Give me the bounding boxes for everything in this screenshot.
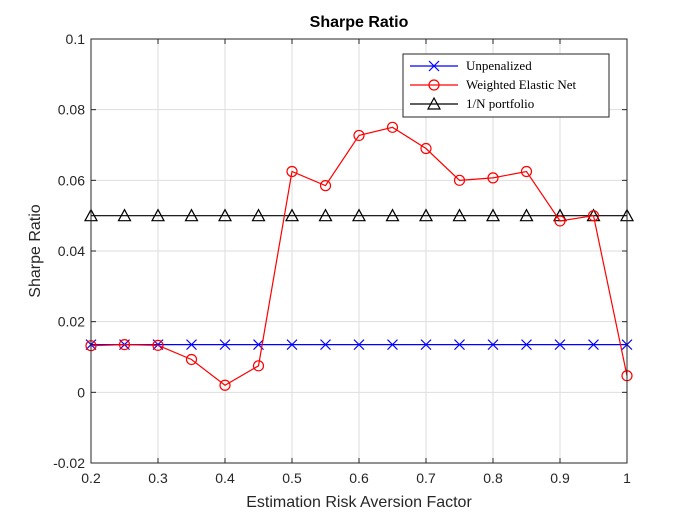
data-point-weighted-elastic-net (420, 142, 432, 155)
y-tick-label: 0.06 (58, 172, 85, 188)
data-point-unpenalized (320, 339, 331, 351)
legend-label: 1/N portfolio (466, 96, 534, 111)
data-point-weighted-elastic-net (520, 165, 533, 178)
data-point-unpenalized (454, 339, 465, 351)
data-point-weighted-elastic-net (353, 129, 365, 142)
series-1-n-portfolio (83, 208, 635, 222)
data-point-1-n-portfolio (452, 208, 467, 222)
data-point-1-n-portfolio (184, 208, 199, 222)
data-point-unpenalized (219, 339, 231, 351)
data-point-weighted-elastic-net (252, 360, 265, 372)
chart-title: Sharpe Ratio (310, 14, 409, 31)
data-point-weighted-elastic-net (487, 172, 499, 184)
data-point-1-n-portfolio (217, 208, 233, 222)
data-point-1-n-portfolio (351, 208, 367, 222)
legend-entry-weighted-elastic-net: Weighted Elastic Net (410, 77, 577, 92)
data-point-weighted-elastic-net (286, 165, 298, 178)
data-point-1-n-portfolio (150, 208, 166, 222)
data-point-unpenalized (420, 339, 432, 351)
data-point-weighted-elastic-net (319, 180, 332, 192)
data-point-unpenalized (554, 339, 566, 351)
legend-label: Weighted Elastic Net (466, 77, 577, 92)
data-point-weighted-elastic-net (152, 339, 164, 351)
legend-marker (428, 79, 440, 91)
legend-label: Unpenalized (466, 58, 532, 73)
data-point-1-n-portfolio (117, 208, 132, 222)
data-point-weighted-elastic-net (554, 215, 566, 227)
data-point-weighted-elastic-net (185, 353, 198, 366)
legend-entry-1-n-portfolio: 1/N portfolio (410, 96, 534, 111)
x-tick-label: 0.9 (550, 470, 570, 486)
data-point-weighted-elastic-net (453, 174, 466, 186)
data-point-1-n-portfolio (284, 208, 300, 222)
legend: Unpenalized Weighted Elastic Net 1/N portf… (402, 53, 610, 118)
y-tick-label: 0.1 (66, 31, 86, 47)
x-tick-label: 1 (623, 470, 631, 486)
x-tick-label: 0.3 (148, 470, 168, 486)
data-point-1-n-portfolio (519, 208, 534, 222)
x-tick-label: 0.2 (81, 470, 101, 486)
y-tick-label: 0.04 (58, 243, 85, 259)
data-point-unpenalized (487, 339, 499, 351)
data-point-1-n-portfolio (318, 208, 333, 222)
y-axis-label: Sharpe Ratio (27, 204, 44, 297)
x-tick-label: 0.5 (282, 470, 302, 486)
series-line-weighted-elastic-net (90, 126, 628, 386)
data-point-unpenalized (521, 339, 532, 351)
x-tick-label: 0.7 (416, 470, 436, 486)
legend-marker (426, 96, 442, 110)
data-point-unpenalized (588, 339, 599, 351)
x-tick-label: 0.6 (349, 470, 369, 486)
y-tick-label: 0.02 (58, 314, 85, 330)
data-point-weighted-elastic-net (587, 210, 600, 222)
data-point-weighted-elastic-net (386, 121, 399, 133)
data-point-weighted-elastic-net (118, 339, 131, 351)
y-tick-label: 0.08 (58, 102, 85, 118)
data-point-unpenalized (387, 339, 398, 351)
axis-ticks: 0.2 0.3 0.4 0.5 0.6 0.7 0.8 0.9 1 -0.02 0 0.02 0.04 0… (53, 31, 631, 486)
x-axis-label: Estimation Risk Aversion Factor (246, 494, 472, 511)
data-point-unpenalized (186, 339, 197, 351)
x-tick-label: 0.4 (215, 470, 235, 486)
legend-entry-unpenalized: Unpenalized (410, 58, 532, 73)
x-tick-label: 0.8 (483, 470, 503, 486)
data-point-1-n-portfolio (385, 208, 400, 222)
data-point-unpenalized (353, 339, 365, 351)
data-point-unpenalized (286, 339, 298, 351)
data-point-1-n-portfolio (485, 208, 501, 222)
data-point-1-n-portfolio (418, 208, 434, 222)
data-point-1-n-portfolio (251, 208, 266, 222)
y-tick-label: -0.02 (53, 455, 85, 471)
y-tick-label: 0 (77, 384, 85, 400)
legend-marker (428, 60, 440, 72)
data-point-weighted-elastic-net (219, 379, 231, 391)
